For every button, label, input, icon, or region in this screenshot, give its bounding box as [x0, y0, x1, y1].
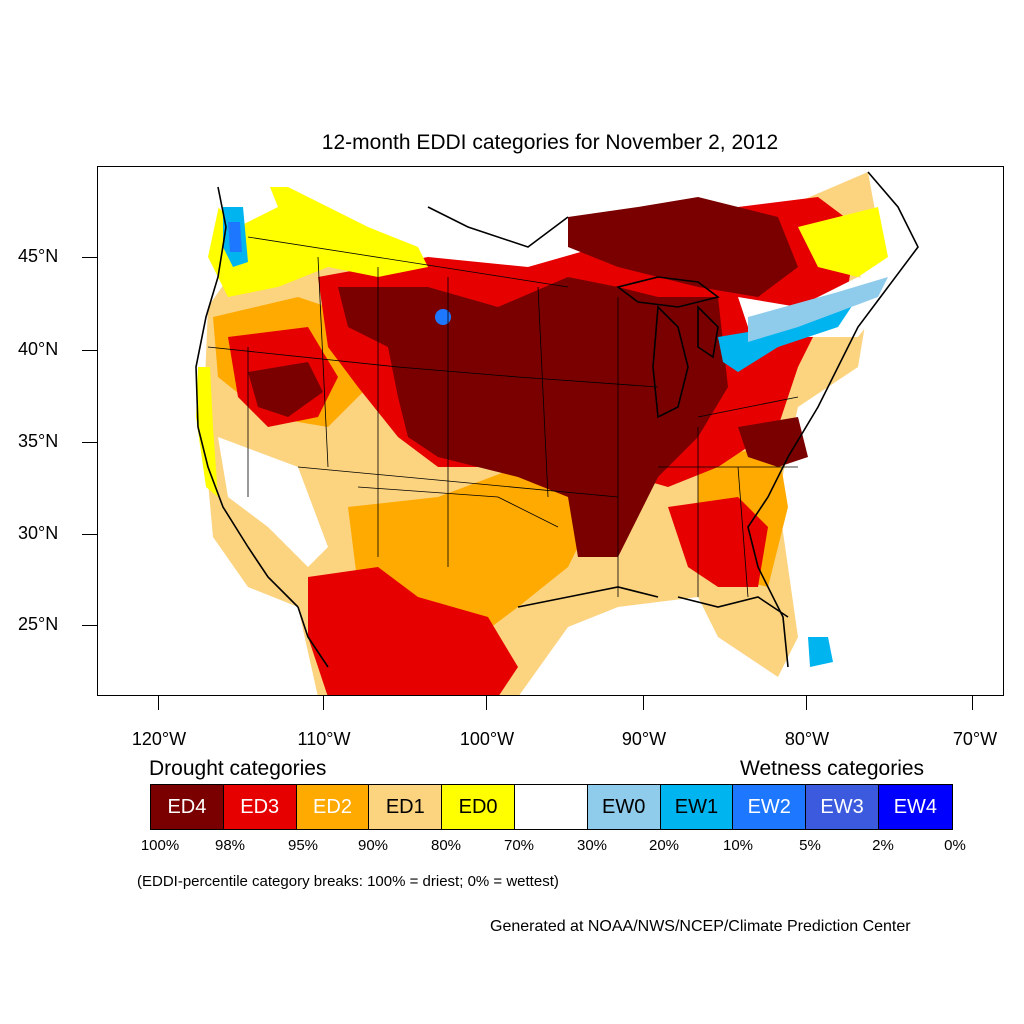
region-ew-florida [808, 637, 833, 667]
category-legend: ED4 ED3 ED2 ED1 ED0 EW0 EW1 EW2 EW3 EW4 [150, 784, 953, 830]
break-label-98: 98% [214, 837, 246, 854]
lon-label-110: 110°W [297, 729, 351, 749]
lat-tick-25 [82, 625, 97, 626]
lon-label-100: 100°W [459, 729, 515, 749]
legend-box-ed4: ED4 [151, 785, 224, 829]
drought-heading: Drought categories [149, 757, 327, 780]
lat-tick-35 [82, 442, 97, 443]
region-ew0-greatlakes [748, 277, 888, 342]
lat-label-35: 35°N [18, 431, 59, 451]
legend-label-ed1: ED1 [385, 795, 425, 818]
eddi-map [195, 171, 919, 695]
region-ed3-mexico [308, 567, 518, 695]
break-label-0: 0% [944, 837, 966, 854]
region-ed0-northeast [798, 207, 888, 277]
legend-label-ed0: ED0 [458, 795, 498, 818]
break-label-95: 95% [287, 837, 319, 854]
region-ed4-virginia [738, 417, 808, 467]
break-label-30: 30% [576, 837, 608, 854]
legend-label-ed3: ED3 [240, 795, 280, 818]
legend-box-ed3: ED3 [223, 785, 297, 829]
lat-label-30: 30°N [18, 523, 59, 543]
credit-line: Generated at NOAA/NWS/NCEP/Climate Predi… [490, 918, 911, 935]
break-label-100: 100% [140, 837, 180, 854]
region-ew-pacific-nw-core [228, 222, 242, 252]
region-ew-montana [435, 309, 451, 325]
legend-box-ew0: EW0 [587, 785, 661, 829]
lon-tick-120 [158, 696, 159, 710]
legend-label-ew1: EW1 [674, 795, 719, 818]
region-ed4-west [248, 362, 323, 417]
legend-box-ew4: EW4 [878, 785, 952, 829]
legend-box-ew2: EW2 [733, 785, 807, 829]
lat-label-40: 40°N [18, 339, 59, 359]
region-normal-southwest [218, 437, 328, 567]
lat-tick-45 [82, 257, 97, 258]
legend-label-ed4: ED4 [167, 795, 207, 818]
region-ed0-westcoast [196, 367, 218, 497]
break-label-70: 70% [503, 837, 535, 854]
region-ed4-north [568, 197, 798, 297]
lon-label-80: 80°W [784, 729, 830, 749]
break-label-2: 2% [872, 837, 894, 854]
lat-tick-30 [82, 534, 97, 535]
lat-label-45: 45°N [18, 246, 59, 266]
legend-label-ew3: EW3 [820, 795, 864, 818]
lon-tick-70 [972, 696, 973, 710]
lon-label-120: 120°W [131, 729, 187, 749]
break-label-20: 20% [648, 837, 680, 854]
region-ed3-southeast [668, 497, 768, 587]
coastlines [195, 171, 919, 668]
lon-tick-90 [643, 696, 644, 710]
category-note: (EDDI-percentile category breaks: 100% =… [137, 873, 559, 890]
region-ed4-central [338, 277, 728, 557]
legend-label-ew2: EW2 [747, 795, 791, 818]
legend-box-ed1: ED1 [369, 785, 443, 829]
map-panel [97, 166, 1004, 696]
lat-tick-40 [82, 350, 97, 351]
legend-box-normal [514, 785, 588, 829]
lat-label-25: 25°N [18, 614, 59, 634]
break-label-80: 80% [430, 837, 462, 854]
lon-tick-110 [323, 696, 324, 710]
lon-tick-80 [806, 696, 807, 710]
legend-label-ew0: EW0 [602, 795, 646, 818]
legend-box-ed0: ED0 [442, 785, 515, 829]
state-borders [207, 236, 799, 598]
break-label-10: 10% [722, 837, 754, 854]
legend-box-ew3: EW3 [806, 785, 879, 829]
break-label-90: 90% [357, 837, 389, 854]
legend-box-ed2: ED2 [296, 785, 370, 829]
map-title: 12-month EDDI categories for November 2,… [321, 131, 779, 154]
lon-label-90: 90°W [621, 729, 667, 749]
wetness-heading: Wetness categories [740, 757, 925, 780]
legend-label-ew4: EW4 [893, 795, 938, 818]
lon-tick-100 [486, 696, 487, 710]
legend-box-ew1: EW1 [660, 785, 734, 829]
legend-label-ed2: ED2 [313, 795, 352, 818]
lon-label-70: 70°W [952, 729, 998, 749]
break-label-5: 5% [799, 837, 821, 854]
